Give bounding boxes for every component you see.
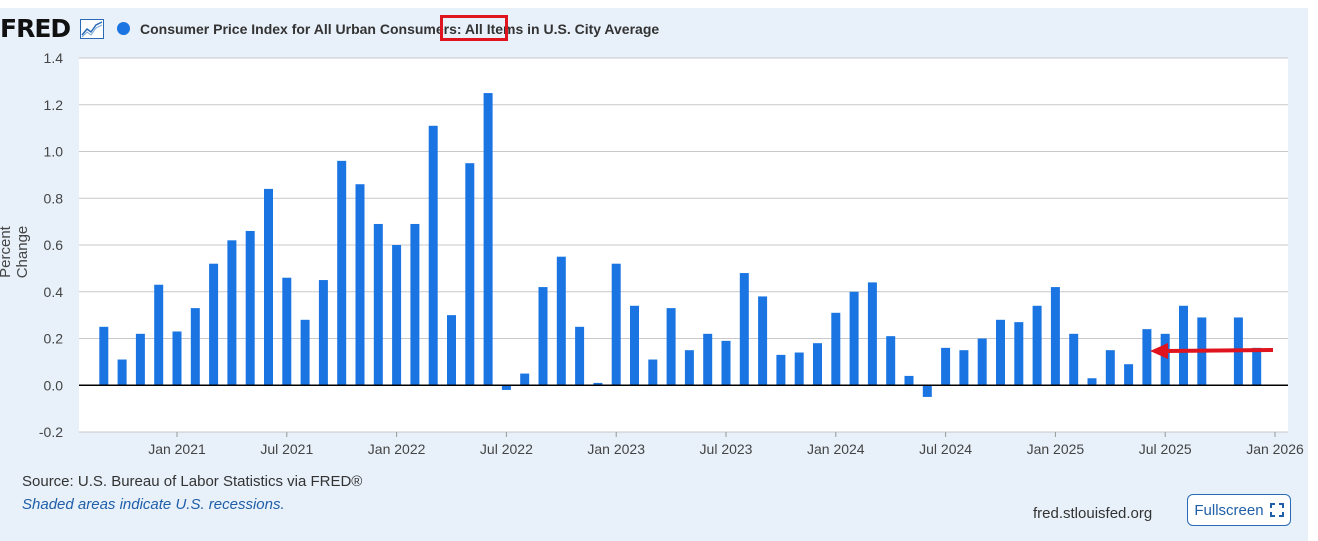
bar-2023-05 bbox=[684, 350, 694, 386]
bar-2021-10 bbox=[337, 160, 347, 386]
bar-2024-07 bbox=[941, 347, 951, 386]
bar-2021-08 bbox=[300, 319, 310, 386]
x-tick-label: Jan 2026 bbox=[1246, 441, 1304, 457]
bar-2023-01 bbox=[611, 263, 621, 386]
x-tick-label: Jan 2024 bbox=[807, 441, 865, 457]
bar-2022-08 bbox=[520, 373, 530, 386]
bar-2021-03 bbox=[209, 263, 219, 386]
bar-2024-01 bbox=[831, 312, 841, 386]
bar-2022-10 bbox=[556, 256, 566, 386]
bar-2023-06 bbox=[703, 333, 713, 386]
recession-note: Shaded areas indicate U.S. recessions. bbox=[22, 496, 285, 513]
line-chart-icon bbox=[80, 19, 104, 39]
bar-2022-05 bbox=[465, 163, 475, 386]
y-tick-label: 0.6 bbox=[44, 237, 64, 253]
bar-2021-02 bbox=[190, 308, 200, 386]
bar-2024-06 bbox=[922, 385, 932, 397]
bar-2024-02 bbox=[849, 291, 859, 386]
bar-2025-04 bbox=[1105, 350, 1115, 386]
bar-chart: 1.4 1.2 1.0 0.8 0.6 0.4 0.2 0.0 -0.2 Jan 2021 Jul … bbox=[39, 50, 1304, 457]
bar-2023-09 bbox=[758, 296, 768, 386]
source-note: Source: U.S. Bureau of Labor Statistics … bbox=[22, 473, 363, 490]
bar-2021-06 bbox=[264, 188, 273, 386]
bar-2021-05 bbox=[245, 230, 255, 386]
y-tick-label: 0.0 bbox=[44, 377, 64, 393]
x-tick-label: Jul 2024 bbox=[919, 441, 972, 457]
y-tick-label: 0.2 bbox=[44, 331, 64, 347]
bar-2022-11 bbox=[575, 326, 585, 386]
bar-2024-08 bbox=[959, 350, 969, 386]
bar-2024-12 bbox=[1032, 305, 1042, 386]
x-tick-label: Jul 2021 bbox=[260, 441, 313, 457]
bar-2025-07 bbox=[1160, 333, 1170, 386]
bar-2025-08 bbox=[1179, 305, 1188, 386]
bar-2020-09 bbox=[99, 326, 109, 386]
bar-2024-05 bbox=[904, 375, 914, 386]
bar-2025-01 bbox=[1050, 287, 1060, 386]
bar-2022-06 bbox=[483, 93, 493, 386]
bar-2025-03 bbox=[1087, 378, 1097, 386]
y-tick-label: -0.2 bbox=[39, 424, 63, 440]
bar-2022-07 bbox=[501, 385, 511, 390]
annotation-arrow-shaft bbox=[1165, 348, 1274, 353]
bar-2023-03 bbox=[648, 359, 658, 386]
bar-2020-11 bbox=[135, 333, 145, 386]
bar-2025-06 bbox=[1142, 329, 1152, 386]
bar-2023-08 bbox=[739, 273, 749, 386]
bar-2023-04 bbox=[666, 308, 676, 386]
bar-2022-09 bbox=[538, 287, 548, 386]
bar-2023-02 bbox=[630, 305, 639, 386]
bar-2022-03 bbox=[428, 125, 438, 386]
bar-2021-09 bbox=[318, 280, 328, 386]
bar-2021-07 bbox=[282, 277, 292, 386]
x-tick-label: Jan 2023 bbox=[587, 441, 645, 457]
y-tick-label: 1.2 bbox=[44, 97, 64, 113]
y-tick-label: 0.4 bbox=[44, 284, 64, 300]
x-tick-label: Jul 2023 bbox=[700, 441, 753, 457]
bar-2021-11 bbox=[355, 184, 365, 386]
bar-2022-02 bbox=[410, 223, 420, 386]
bar-2024-04 bbox=[886, 336, 896, 386]
site-url[interactable]: fred.stlouisfed.org bbox=[1033, 505, 1153, 522]
annotation-arrow-head bbox=[1150, 343, 1168, 359]
bar-2025-02 bbox=[1069, 333, 1079, 386]
x-tick-label: Jan 2022 bbox=[368, 441, 426, 457]
bar-2023-12 bbox=[813, 343, 822, 386]
bar-2020-10 bbox=[117, 359, 127, 386]
fullscreen-button[interactable]: Fullscreen bbox=[1187, 494, 1291, 526]
bar-2023-10 bbox=[776, 354, 786, 386]
x-tick-label: Jul 2025 bbox=[1139, 441, 1192, 457]
bar-2021-12 bbox=[373, 223, 383, 386]
bar-2023-07 bbox=[721, 340, 731, 386]
chart-title: Consumer Price Index for All Urban Consu… bbox=[140, 21, 660, 37]
bar-2022-12 bbox=[593, 382, 603, 386]
bar-2025-05 bbox=[1124, 364, 1134, 386]
bar-2021-04 bbox=[227, 240, 237, 386]
bar-2025-12 bbox=[1252, 347, 1262, 386]
fred-logo[interactable]: FRED bbox=[0, 14, 71, 43]
bar-2024-09 bbox=[977, 338, 987, 386]
legend-marker bbox=[117, 22, 130, 35]
x-tick-label: Jan 2025 bbox=[1027, 441, 1085, 457]
bar-2021-01 bbox=[172, 331, 182, 386]
y-tick-label: 1.4 bbox=[44, 50, 64, 66]
bar-2022-01 bbox=[392, 245, 402, 386]
x-tick-label: Jan 2021 bbox=[148, 441, 206, 457]
bar-2024-11 bbox=[1014, 322, 1024, 386]
expand-icon bbox=[1269, 503, 1284, 517]
bar-2020-12 bbox=[154, 284, 164, 386]
bar-2024-10 bbox=[996, 319, 1005, 386]
bar-2022-04 bbox=[447, 315, 456, 386]
y-tick-label: 1.0 bbox=[44, 144, 64, 160]
y-tick-label: 0.8 bbox=[44, 190, 64, 206]
bar-2024-03 bbox=[867, 282, 877, 386]
highlight-box-annotation bbox=[440, 15, 508, 41]
fullscreen-label: Fullscreen bbox=[1194, 501, 1264, 519]
x-tick-label: Jul 2022 bbox=[480, 441, 533, 457]
bar-2023-11 bbox=[794, 352, 804, 386]
